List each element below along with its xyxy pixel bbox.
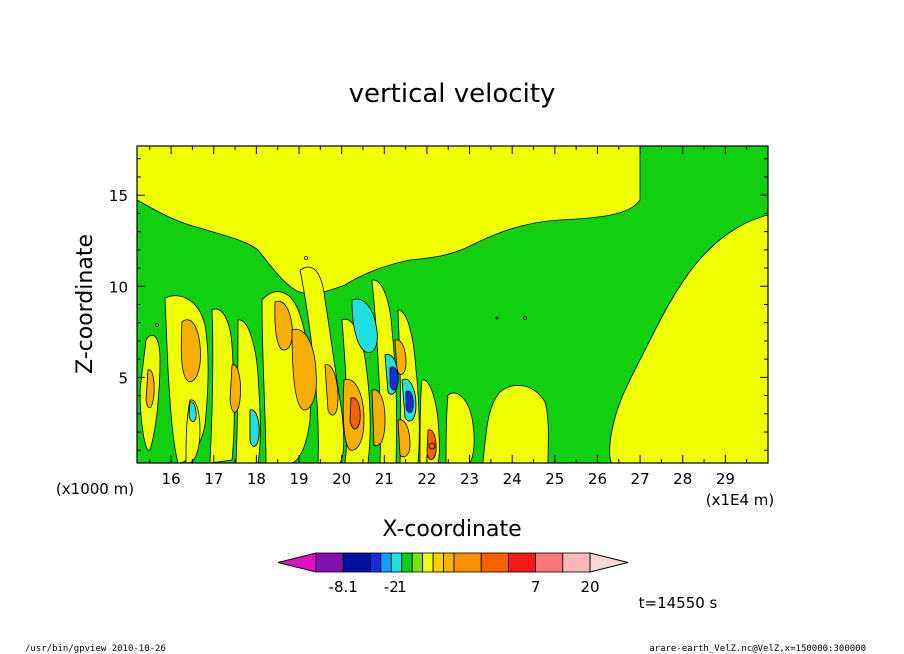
contour-center-positive bbox=[482, 385, 549, 463]
x-tick-label: 17 bbox=[204, 470, 223, 488]
contour-upper-positive-2 bbox=[137, 146, 641, 295]
x-tick-label: 20 bbox=[332, 470, 351, 488]
colorbar-labels: -8.1 -21 7 20 bbox=[329, 578, 600, 596]
colorbar-swatch bbox=[342, 552, 371, 573]
x-tick-label: 19 bbox=[289, 470, 308, 488]
contour-field bbox=[137, 146, 768, 463]
chart-title: vertical velocity bbox=[349, 79, 556, 109]
x-unit-left: (x1000 m) bbox=[56, 480, 134, 498]
contour-negative-strong bbox=[389, 366, 414, 414]
colorbar-swatch bbox=[480, 552, 509, 573]
x-tick-label: 16 bbox=[162, 470, 181, 488]
colorbar-max-arrow bbox=[589, 552, 629, 573]
colorbar-swatch bbox=[315, 552, 344, 573]
x-tick-label: 29 bbox=[716, 470, 735, 488]
x-tick-label: 22 bbox=[417, 470, 436, 488]
colorbar-swatch bbox=[390, 552, 403, 573]
y-axis-label: Z-coordinate bbox=[73, 234, 98, 374]
colorbar bbox=[277, 552, 629, 573]
x-axis-label: X-coordinate bbox=[382, 517, 521, 542]
colorbar-swatch bbox=[562, 552, 591, 573]
colorbar-tick-label: 1 bbox=[397, 578, 407, 596]
colorbar-swatch bbox=[453, 552, 482, 573]
colorbar-swatch bbox=[432, 552, 444, 573]
x-tick-label: 23 bbox=[460, 470, 479, 488]
colorbar-min-arrow bbox=[277, 552, 317, 573]
y-tick-label: 15 bbox=[109, 187, 128, 205]
y-axis: 5 10 15 bbox=[109, 158, 768, 451]
colorbar-tick-label: 7 bbox=[531, 578, 541, 596]
contour-specks bbox=[155, 256, 527, 450]
y-tick-label: 10 bbox=[109, 278, 128, 296]
colorbar-swatch bbox=[401, 552, 413, 573]
time-label: t=14550 s bbox=[639, 594, 718, 612]
colorbar-swatch bbox=[380, 552, 392, 573]
x-tick-label: 25 bbox=[545, 470, 564, 488]
x-tick-label: 28 bbox=[673, 470, 692, 488]
x-unit-right: (x1E4 m) bbox=[706, 491, 775, 509]
contour-strong-positive bbox=[349, 397, 437, 460]
x-tick-label: 18 bbox=[247, 470, 266, 488]
x-axis: 16 17 18 19 20 21 22 23 24 25 26 27 28 29 bbox=[149, 146, 748, 488]
footer-right: arare-earth_VelZ.nc@VelZ,x=150000:300000 bbox=[649, 644, 866, 654]
colorbar-swatch bbox=[508, 552, 537, 573]
colorbar-tick-label: 20 bbox=[580, 578, 599, 596]
contour-right-positive bbox=[609, 214, 768, 463]
colorbar-swatch bbox=[422, 552, 434, 573]
colorbar-tick-label: -8.1 bbox=[329, 578, 358, 596]
x-tick-label: 26 bbox=[588, 470, 607, 488]
colorbar-swatch bbox=[443, 552, 455, 573]
colorbar-tick-label: -2 bbox=[384, 578, 399, 596]
x-tick-label: 24 bbox=[503, 470, 522, 488]
colorbar-swatch bbox=[535, 552, 564, 573]
y-tick-label: 5 bbox=[118, 369, 128, 387]
x-tick-label: 21 bbox=[375, 470, 394, 488]
x-tick-label: 27 bbox=[631, 470, 650, 488]
footer-left: /usr/bin/gpview 2010-10-26 bbox=[25, 644, 166, 654]
colorbar-swatch bbox=[411, 552, 424, 573]
colorbar-swatch bbox=[369, 552, 382, 573]
